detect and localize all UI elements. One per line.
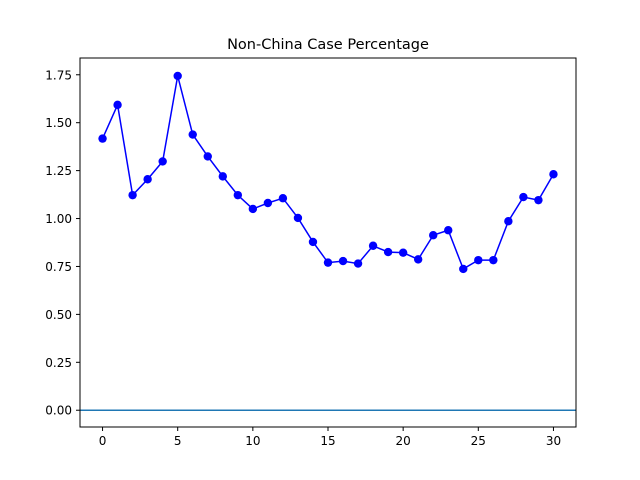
data-point — [158, 157, 167, 166]
y-tick-label: 1.25 — [45, 164, 72, 178]
data-point — [278, 194, 288, 203]
y-tick-label: 0.75 — [45, 260, 72, 274]
data-point — [263, 198, 273, 208]
x-tick-label: 15 — [320, 434, 335, 448]
data-point — [368, 241, 378, 250]
data-point — [429, 231, 438, 240]
data-point — [203, 152, 212, 161]
data-point — [113, 100, 122, 110]
data-point — [459, 264, 468, 274]
data-point — [188, 130, 197, 139]
x-tick-label: 5 — [174, 434, 182, 448]
chart-title: Non-China Case Percentage — [227, 37, 429, 53]
data-point — [98, 134, 107, 143]
data-point — [338, 256, 348, 266]
data-point — [323, 258, 333, 267]
y-axis: 0.00 0.25 0.50 0.75 1.00 1.25 1.50 1.75 — [45, 68, 80, 418]
x-tick-label: 0 — [99, 434, 107, 448]
data-point — [233, 190, 243, 200]
plot-area — [80, 71, 576, 411]
x-axis: 0 5 10 15 20 25 30 — [99, 427, 561, 448]
data-point — [218, 172, 227, 181]
x-tick-label: 20 — [396, 434, 411, 448]
data-point — [128, 190, 137, 200]
data-point — [293, 213, 303, 223]
x-tick-label: 10 — [245, 434, 260, 448]
data-point — [383, 247, 393, 257]
data-point — [474, 255, 483, 265]
data-point — [308, 237, 318, 247]
data-point — [143, 175, 152, 184]
y-tick-label: 0.50 — [45, 308, 72, 322]
data-point — [444, 226, 453, 235]
data-point — [489, 255, 498, 265]
data-point — [248, 204, 258, 214]
data-point — [413, 255, 423, 264]
data-point — [519, 192, 528, 202]
data-point — [534, 195, 543, 205]
data-point — [398, 248, 408, 257]
y-tick-label: 1.50 — [45, 116, 72, 130]
data-point — [504, 217, 513, 226]
data-point — [549, 170, 558, 179]
y-tick-label: 1.75 — [45, 68, 72, 82]
data-point — [353, 259, 363, 268]
x-tick-label: 25 — [471, 434, 486, 448]
x-tick-label: 30 — [546, 434, 561, 448]
y-tick-label: 0.25 — [45, 356, 72, 370]
data-point — [173, 71, 182, 81]
y-tick-label: 0.00 — [45, 404, 72, 418]
y-tick-label: 1.00 — [45, 212, 72, 226]
